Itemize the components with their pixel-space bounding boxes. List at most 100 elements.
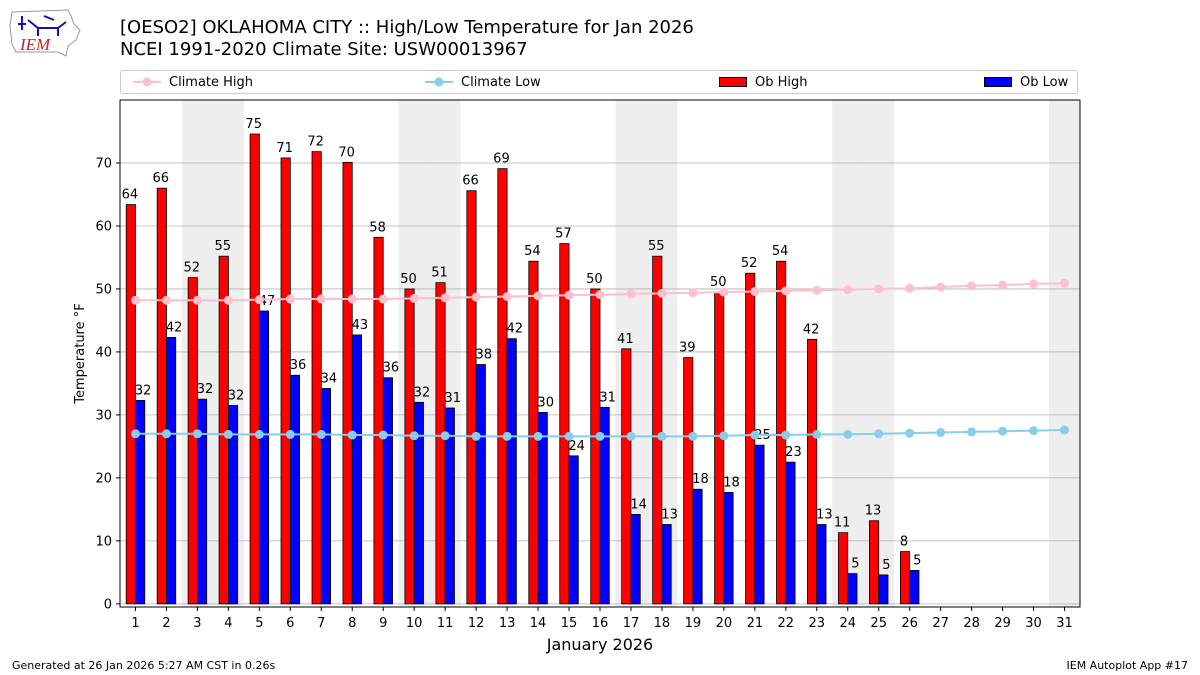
ob-low-bar	[320, 388, 331, 605]
x-tick-label: 12	[468, 616, 485, 631]
climate-low-point	[192, 429, 202, 439]
climate-low-point	[874, 429, 884, 439]
ob-high-label: 8	[900, 535, 908, 550]
x-tick-label: 21	[747, 616, 764, 631]
ob-low-bar	[413, 401, 424, 605]
x-tick-label: 26	[901, 616, 918, 631]
ob-high-label: 42	[803, 322, 820, 337]
ob-low-bar	[568, 455, 579, 605]
y-tick-label: 10	[95, 534, 112, 549]
y-tick-label: 20	[95, 471, 112, 486]
ob-high-bar	[249, 133, 260, 605]
climate-low-point	[161, 429, 171, 439]
ob-low-label: 32	[228, 388, 245, 403]
climate-high-point	[936, 282, 946, 292]
ob-high-label: 39	[679, 341, 696, 356]
ob-low-label: 42	[506, 322, 523, 337]
climate-high-point	[471, 292, 481, 302]
ob-high-label: 50	[586, 272, 603, 287]
legend-label-climate-high: Climate High	[169, 74, 254, 90]
ob-low-bar	[197, 398, 208, 605]
climate-high-point	[626, 289, 636, 299]
climate-high-point	[347, 294, 357, 304]
x-tick-label: 3	[193, 616, 201, 631]
iem-logo: IEM	[9, 9, 81, 57]
weekend-band	[1049, 100, 1080, 607]
climate-low-point	[626, 431, 636, 441]
climate-low-point	[1060, 425, 1070, 435]
ob-high-bar	[342, 161, 353, 605]
x-tick-label: 4	[224, 616, 232, 631]
ob-low-bar	[909, 570, 920, 605]
climate-low-point	[378, 430, 388, 440]
ob-low-label: 5	[882, 558, 890, 573]
ob-high-label: 55	[214, 239, 231, 254]
climate-low-point	[998, 426, 1008, 436]
ob-high-bar	[899, 551, 911, 605]
ob-high-label: 50	[400, 272, 417, 287]
ob-low-bar	[878, 574, 889, 605]
ob-high-label: 55	[648, 239, 665, 254]
climate-low-point	[223, 429, 233, 439]
ob-high-bar	[497, 168, 508, 605]
x-tick-label: 19	[685, 616, 702, 631]
climate-low-point	[254, 429, 264, 439]
x-tick-label: 1	[131, 616, 139, 631]
ob-low-label: 32	[414, 385, 431, 400]
ob-low-label: 32	[197, 382, 214, 397]
chart-title: [OESO2] OKLAHOMA CITY :: High/Low Temper…	[120, 17, 694, 38]
x-tick-label: 9	[379, 616, 387, 631]
y-tick-label: 70	[95, 156, 112, 171]
climate-low-point	[1029, 426, 1039, 436]
climate-high-point	[564, 290, 574, 300]
climate-low-point	[440, 431, 450, 441]
ob-high-bar	[218, 255, 229, 605]
weekend-band	[832, 100, 864, 607]
ob-high-label: 51	[431, 266, 448, 281]
climate-high-point	[440, 293, 450, 303]
climate-high-point	[1060, 278, 1070, 288]
climate-high-point	[161, 295, 171, 305]
ob-high-bar	[373, 236, 384, 605]
ob-high-label: 52	[741, 256, 758, 271]
ob-low-label: 31	[445, 391, 462, 406]
climate-high-point	[781, 286, 791, 296]
ob-low-bar	[723, 491, 734, 605]
ob-high-bar	[435, 282, 446, 605]
ob-low-label: 36	[290, 358, 307, 373]
climate-high-point	[688, 288, 698, 298]
x-tick-label: 28	[963, 616, 980, 631]
ob-high-label: 11	[834, 516, 851, 531]
ob-low-label: 23	[785, 445, 802, 460]
ob-low-label: 38	[476, 348, 493, 363]
x-tick-label: 11	[437, 616, 454, 631]
ob-high-label: 75	[245, 117, 262, 132]
ob-high-bar	[125, 204, 136, 605]
ob-low-label: 18	[692, 472, 709, 487]
logo-text: IEM	[19, 35, 51, 54]
climate-high-point	[316, 294, 326, 304]
ob-high-swatch-icon	[719, 77, 747, 87]
ob-high-bar	[807, 338, 818, 605]
ob-high-label: 54	[524, 244, 541, 259]
climate-high-point	[750, 286, 760, 296]
climate-low-point	[936, 428, 946, 438]
ob-high-bar	[559, 243, 570, 605]
iowa-outline	[9, 9, 81, 57]
climate-high-point	[502, 292, 512, 302]
ob-low-label: 18	[723, 475, 740, 490]
legend-label-ob-low: Ob Low	[1020, 74, 1069, 90]
climate-low-point	[409, 431, 419, 441]
ob-high-bar	[466, 190, 477, 605]
ob-high-bar	[652, 255, 663, 605]
ob-low-bar	[351, 334, 362, 605]
climate-low-point	[285, 429, 295, 439]
ob-high-label: 71	[276, 141, 293, 156]
climate-high-point	[905, 283, 915, 293]
climate-high-point	[967, 281, 977, 291]
ob-low-label: 31	[599, 390, 616, 405]
x-tick-label: 27	[932, 616, 949, 631]
ob-low-bar	[816, 524, 827, 605]
legend: Climate High Climate Low Ob High Ob Low	[120, 70, 1078, 94]
ob-low-bar	[537, 411, 548, 605]
